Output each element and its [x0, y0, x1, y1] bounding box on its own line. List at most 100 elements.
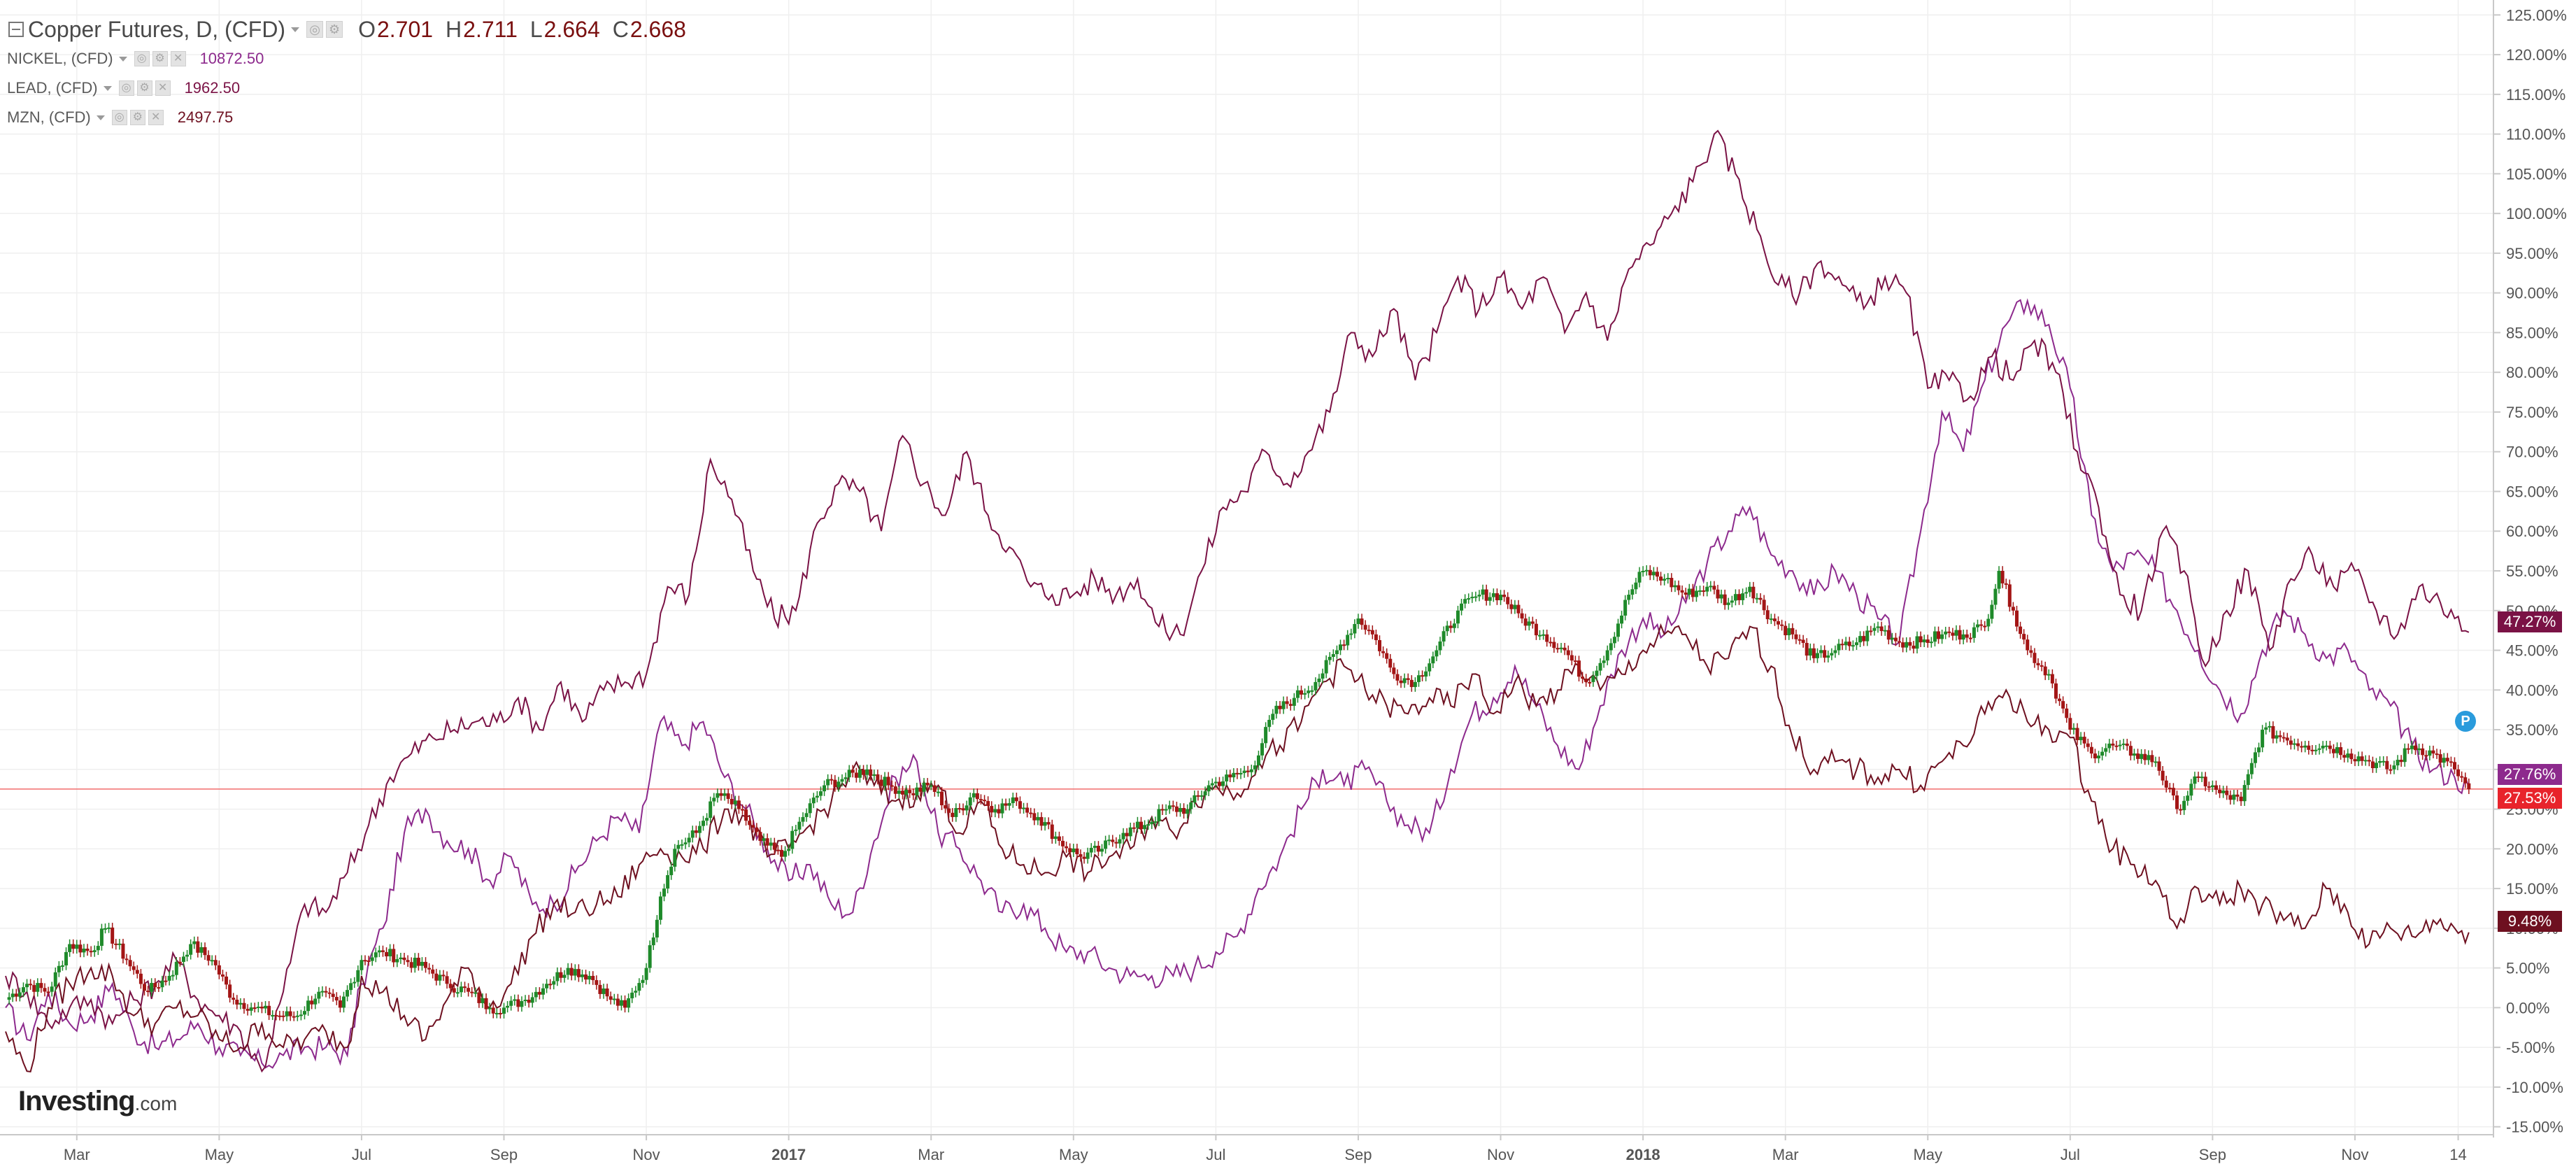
candle-body: [1542, 634, 1546, 636]
x-tick-label: Nov: [2341, 1146, 2368, 1163]
gear-icon[interactable]: ⚙: [152, 51, 168, 66]
candle-body: [965, 805, 969, 811]
candle-body: [2289, 740, 2293, 745]
candle-body: [1072, 848, 1076, 853]
candle-body: [1360, 618, 1364, 625]
candle-body: [2396, 760, 2400, 766]
candle-body: [1025, 807, 1030, 813]
eye-icon[interactable]: ◎: [306, 21, 324, 38]
candle-body: [562, 975, 567, 978]
candle-body: [1413, 681, 1417, 688]
candle-body: [1146, 824, 1151, 826]
candle-body: [1655, 572, 1659, 577]
candle-body: [2356, 756, 2361, 762]
close-icon[interactable]: ✕: [170, 51, 186, 66]
gear-icon[interactable]: ⚙: [136, 80, 152, 96]
candle-body: [1182, 808, 1186, 814]
gear-icon[interactable]: ⚙: [129, 110, 145, 125]
copper-candles: [7, 565, 2471, 1021]
candle-body: [2164, 780, 2168, 788]
candle-body: [968, 797, 972, 806]
candle-body: [1506, 597, 1510, 604]
candle-body: [225, 976, 229, 985]
close-icon[interactable]: ✕: [155, 80, 171, 96]
chevron-down-icon[interactable]: [291, 27, 300, 32]
candle-body: [1307, 690, 1311, 693]
x-tick-label: 2017: [771, 1146, 806, 1163]
candle-body: [1780, 624, 1784, 626]
candle-body: [1915, 636, 1919, 649]
candle-body: [1171, 805, 1175, 807]
candle-body: [886, 777, 890, 786]
eye-icon[interactable]: ◎: [134, 51, 150, 66]
candle-body: [2207, 786, 2211, 788]
candle-body: [719, 793, 723, 796]
candle-body: [509, 1000, 513, 1006]
candle-body: [840, 779, 844, 782]
candle-body: [612, 998, 616, 1000]
gear-icon[interactable]: ⚙: [326, 21, 343, 38]
time-axis[interactable]: Mar May Jul Sep Nov 2017 Mar May Jul Sep Nov 2018 Ma…: [64, 1135, 2467, 1163]
candle-body: [1339, 644, 1343, 651]
candle-body: [1295, 690, 1300, 698]
candle-body: [2168, 787, 2172, 789]
candle-body: [1096, 845, 1100, 852]
candle-body: [1061, 840, 1065, 846]
candle-body: [1765, 610, 1770, 620]
candle-body: [1680, 590, 1684, 593]
candle-body: [1837, 644, 1841, 651]
candle-body: [972, 793, 976, 798]
event-marker[interactable]: P: [2455, 711, 2476, 732]
candle-body: [448, 984, 453, 989]
y-tick-label: 120.00%: [2506, 46, 2567, 64]
price-axis[interactable]: -15.00%-10.00%-5.00%0.00%5.00%10.00%15.0…: [2493, 6, 2567, 1136]
candle-body: [1922, 639, 1926, 643]
candle-body: [494, 1012, 499, 1014]
candle-body: [60, 965, 64, 967]
candle-body: [872, 774, 876, 777]
candle-body: [1584, 679, 1588, 682]
candle-body: [609, 996, 613, 1000]
candle-body: [744, 809, 748, 821]
candle-body: [1947, 631, 1951, 633]
candle-body: [1314, 681, 1318, 690]
candle-body: [2421, 748, 2425, 756]
candle-body: [2019, 626, 2023, 635]
candle-body: [1053, 836, 1058, 839]
candle-body: [150, 983, 154, 992]
nickel-symbol[interactable]: NICKEL, (CFD): [7, 50, 113, 67]
candle-body: [1300, 690, 1304, 695]
chevron-down-icon[interactable]: [118, 56, 127, 62]
candle-body: [29, 984, 33, 986]
eye-icon[interactable]: ◎: [118, 80, 134, 96]
candle-body: [1036, 816, 1040, 821]
candle-body: [2125, 743, 2129, 746]
candle-body: [2054, 683, 2058, 699]
lead-symbol[interactable]: LEAD, (CFD): [7, 79, 98, 97]
candle-body: [1196, 795, 1200, 797]
chevron-down-icon[interactable]: [103, 85, 112, 91]
candle-body: [833, 779, 837, 787]
candle-body: [615, 998, 620, 1006]
series-line: [5, 298, 2470, 1069]
collapse-toggle-icon[interactable]: [8, 22, 24, 37]
mzn-symbol[interactable]: MZN, (CFD): [7, 108, 91, 126]
candle-body: [1428, 663, 1432, 672]
candle-body: [2353, 759, 2357, 762]
x-tick-label: Jul: [2061, 1146, 2080, 1163]
candle-body: [2403, 748, 2407, 763]
candle-body: [1588, 681, 1592, 683]
candle-body: [1748, 586, 1752, 593]
candle-body: [779, 849, 783, 857]
candle-body: [1032, 813, 1037, 821]
investing-logo[interactable]: Investing.com: [18, 1086, 177, 1117]
candle-body: [520, 1001, 524, 1007]
candle-body: [1851, 645, 1855, 647]
comparison-lines: [5, 129, 2470, 1073]
close-icon[interactable]: ✕: [148, 110, 164, 125]
candle-body: [915, 787, 919, 795]
chevron-down-icon[interactable]: [96, 115, 105, 120]
main-symbol-title[interactable]: Copper Futures, D, (CFD): [28, 16, 286, 42]
eye-icon[interactable]: ◎: [111, 110, 127, 125]
